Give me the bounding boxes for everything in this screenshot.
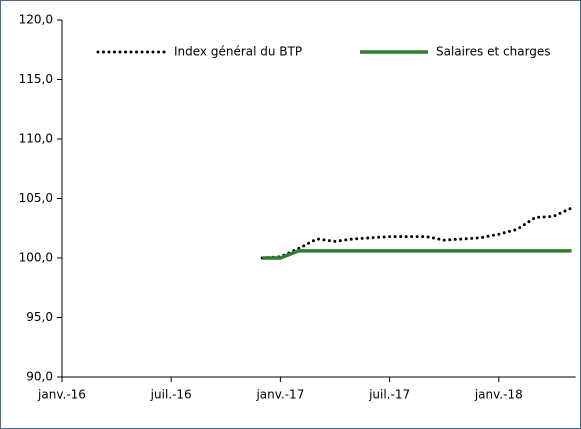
y-tick-label: 115,0 bbox=[19, 72, 53, 86]
y-tick-label: 110,0 bbox=[19, 132, 53, 146]
x-tick-label: janv.-18 bbox=[474, 388, 523, 402]
x-tick-label: janv.-16 bbox=[37, 388, 86, 402]
y-tick-label: 100,0 bbox=[19, 251, 53, 265]
x-tick-label: juil.-17 bbox=[368, 388, 410, 402]
x-tick-label: janv.-17 bbox=[255, 388, 304, 402]
legend-label: Salaires et charges bbox=[436, 45, 551, 59]
series-line bbox=[262, 249, 572, 260]
y-tick-label: 95,0 bbox=[26, 310, 53, 324]
series-line bbox=[260, 206, 574, 260]
y-tick-label: 120,0 bbox=[19, 13, 53, 27]
y-tick-label: 105,0 bbox=[19, 191, 53, 205]
legend-label: Index général du BTP bbox=[174, 45, 302, 59]
x-tick-label: juil.-16 bbox=[150, 388, 192, 402]
y-tick-label: 90,0 bbox=[26, 370, 53, 384]
